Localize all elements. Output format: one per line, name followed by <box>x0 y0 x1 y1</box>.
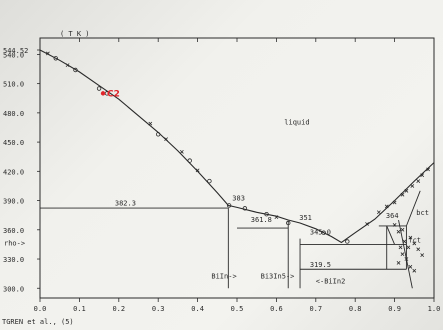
temperature-label: 319.5 <box>310 261 331 269</box>
liquidus-curve <box>39 49 435 244</box>
experimental-point-cross <box>392 200 397 205</box>
experimental-point-circle <box>53 56 58 61</box>
x-tick-label: 0.6 <box>270 305 283 313</box>
phase-label: bct <box>416 209 429 217</box>
temperature-label: 382.3 <box>115 199 136 207</box>
temperature-label: 345.0 <box>310 229 331 237</box>
side-mark-label: rho-> <box>4 239 25 247</box>
experimental-point-circle <box>264 212 269 217</box>
experimental-point-circle <box>242 206 248 211</box>
experimental-point-cross <box>274 215 279 220</box>
experimental-point-cross <box>400 227 405 232</box>
y-tick-label: 480.0 <box>3 110 24 118</box>
phase-label: BiIn-> <box>211 273 236 281</box>
y-tick-label: 390.0 <box>3 198 24 206</box>
experimental-point-circle <box>286 220 291 226</box>
experimental-point-cross <box>195 168 200 173</box>
y-tick-label: 510.0 <box>3 81 24 89</box>
temperature-label: 351 <box>299 214 312 222</box>
bct-solidus-curve <box>406 190 421 227</box>
experimental-point-cross <box>376 210 381 215</box>
experimental-point-cross <box>45 51 50 56</box>
phase-label: <-BiIn2 <box>316 277 346 285</box>
experimental-point-cross <box>384 204 389 209</box>
x-tick-label: 0.3 <box>152 305 165 313</box>
experimental-point-cross <box>396 229 401 234</box>
experimental-point-circle <box>73 67 78 73</box>
axis-unit-label: ( T K ) <box>60 30 90 38</box>
experimental-point-cross <box>179 149 184 154</box>
plot-frame <box>39 37 435 299</box>
highlight-label: C2 <box>107 89 120 99</box>
experimental-point-cross <box>65 63 70 68</box>
experimental-point-cross <box>164 137 168 142</box>
experimental-point-cross <box>420 173 425 178</box>
y-tick-label: 450.0 <box>3 139 24 147</box>
experimental-point-circle <box>96 86 102 91</box>
experimental-point-cross <box>404 188 409 193</box>
experimental-point-circle <box>345 239 350 244</box>
temperature-label: 364 <box>386 212 399 220</box>
experimental-point-cross <box>426 167 430 172</box>
y-tick-label: 300.0 <box>3 285 24 293</box>
experimental-point-cross <box>408 235 413 240</box>
experimental-point-cross <box>400 192 405 197</box>
x-tick-label: 0.2 <box>112 305 125 313</box>
x-tick-label: 0.0 <box>34 305 47 313</box>
y-tick-label: 420.0 <box>3 168 24 176</box>
experimental-point-circle <box>155 132 161 137</box>
phase-label: liquid <box>284 119 309 127</box>
solvus-line <box>398 219 413 289</box>
experimental-point-cross <box>420 253 425 258</box>
x-tick-label: 0.5 <box>231 305 244 313</box>
experimental-point-cross <box>404 257 409 261</box>
x-tick-label: 0.8 <box>349 305 362 313</box>
experimental-point-cross <box>402 239 407 244</box>
x-tick-label: 0.1 <box>73 305 86 313</box>
temperature-label: 383 <box>232 195 245 203</box>
experimental-point-cross <box>412 241 417 246</box>
experimental-point-cross <box>406 245 411 250</box>
experimental-point-cross <box>398 245 403 250</box>
experimental-point-cross <box>410 184 415 188</box>
experimental-point-cross <box>148 121 153 126</box>
y-tick-label: 544.52 <box>3 47 28 55</box>
y-tick-label: 360.0 <box>3 227 24 235</box>
phase-label: fct <box>408 236 421 244</box>
experimental-point-cross <box>400 252 405 257</box>
y-tick-label: 330.0 <box>3 256 24 264</box>
x-tick-label: 0.9 <box>388 305 401 313</box>
experimental-point-cross <box>365 222 369 226</box>
experimental-point-circle <box>207 178 212 184</box>
experimental-point-circle <box>187 158 192 163</box>
x-tick-label: 0.4 <box>191 305 204 313</box>
bct-boundary-lower <box>386 225 396 245</box>
temperature-label: 361.8 <box>251 216 272 224</box>
experimental-point-cross <box>392 223 397 227</box>
x-tick-label: 0.7 <box>309 305 322 313</box>
experimental-point-cross <box>416 179 421 183</box>
experimental-point-circle <box>321 230 326 235</box>
x-tick-label: 1.0 <box>428 305 441 313</box>
experimental-point-cross <box>412 268 417 273</box>
y-tick-label: 540.0 <box>3 51 24 59</box>
experimental-point-cross <box>396 261 401 265</box>
experimental-point-cross <box>416 247 421 252</box>
source-note: TGREN et al., (5) <box>2 318 74 326</box>
highlight-point <box>100 91 106 96</box>
experimental-point-circle <box>226 203 232 208</box>
phase-label: Bi3In5-> <box>261 273 295 281</box>
experimental-point-cross <box>408 264 413 269</box>
